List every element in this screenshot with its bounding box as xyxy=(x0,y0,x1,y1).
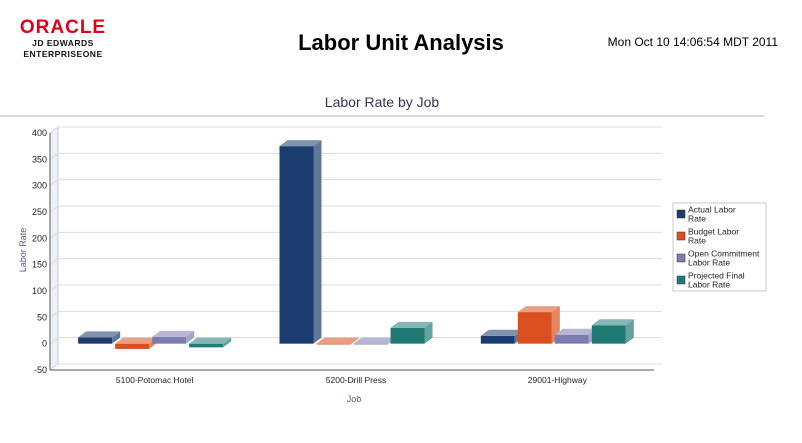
bar xyxy=(279,140,322,344)
y-tick-label: 300 xyxy=(32,181,47,191)
y-tick-label: 250 xyxy=(32,207,47,217)
y-tick-label: 350 xyxy=(32,154,47,164)
bar-side xyxy=(350,337,359,345)
bar-front xyxy=(480,335,515,344)
y-tick-label: 0 xyxy=(42,339,47,349)
gridline-side xyxy=(49,126,59,134)
legend-swatch xyxy=(676,253,686,263)
bar-top xyxy=(554,328,597,335)
bar-front xyxy=(517,312,552,344)
legend-label: Open Commitment Labor Rate xyxy=(688,249,760,268)
bar xyxy=(115,337,158,349)
y-tick-label: 150 xyxy=(32,260,47,270)
gridline-side xyxy=(49,205,59,213)
legend-label: Projected Final Labor Rate xyxy=(688,271,745,290)
plot-side-wall xyxy=(49,126,59,371)
gridline-side xyxy=(49,152,59,160)
logo-wordmark: ORACLE xyxy=(19,17,107,38)
bar-front xyxy=(189,343,224,348)
bar-top xyxy=(78,331,121,338)
bar-front xyxy=(152,336,187,344)
bar-top xyxy=(591,319,634,326)
bar xyxy=(554,328,597,344)
legend-box xyxy=(672,202,767,292)
legend-swatch xyxy=(676,231,686,241)
bar-top xyxy=(115,337,158,344)
bar-front xyxy=(554,334,589,344)
legend-label: Actual Labor Rate xyxy=(688,205,736,224)
bar-front xyxy=(78,337,113,344)
bar xyxy=(189,337,232,348)
bar xyxy=(517,306,560,344)
bar xyxy=(152,330,195,344)
bar-side xyxy=(313,140,322,344)
report-timestamp: Mon Oct 10 14:06:54 MDT 2011 xyxy=(607,35,778,49)
bar-top xyxy=(480,329,523,336)
gridline-side xyxy=(49,179,59,187)
y-tick-label: 100 xyxy=(32,286,47,296)
bar-top xyxy=(152,330,195,337)
logo-line-2: ENTERPRISEONE xyxy=(23,49,103,59)
plot-back-wall xyxy=(58,127,662,364)
gridline-side xyxy=(49,258,59,266)
legend-label: Budget Labor Rate xyxy=(688,227,739,246)
bar-side xyxy=(112,331,121,344)
bar-front xyxy=(390,327,425,344)
bar-side xyxy=(424,321,433,344)
chart-title: Labor Rate by Job xyxy=(325,94,440,110)
bar xyxy=(591,319,634,344)
bar-top xyxy=(517,306,560,313)
x-tick-label: 5100-Potomac Hotel xyxy=(116,375,194,385)
bar-top xyxy=(316,337,359,344)
bar-top xyxy=(279,140,322,147)
gridline-side xyxy=(49,337,59,345)
bar-side xyxy=(625,319,634,344)
bar-front xyxy=(353,343,388,345)
bar xyxy=(316,337,359,345)
page-title: Labor Unit Analysis xyxy=(298,30,504,55)
gridline-side xyxy=(49,231,59,239)
bar-front xyxy=(591,325,626,344)
gridline-side xyxy=(49,363,59,371)
legend-swatch xyxy=(676,275,686,285)
bar-side xyxy=(223,337,232,348)
y-axis-label: Labor Rate xyxy=(18,228,28,273)
gridline-side xyxy=(49,284,59,292)
legend-swatch xyxy=(676,209,686,219)
y-tick-label: 200 xyxy=(32,233,47,243)
logo-line-1: JD EDWARDS xyxy=(32,38,94,48)
y-tick-label: -50 xyxy=(34,365,47,375)
bar xyxy=(390,321,433,344)
bar-top xyxy=(390,321,433,328)
bar xyxy=(78,331,121,344)
x-axis-label: Job xyxy=(347,394,362,404)
bar-front xyxy=(115,343,150,349)
bar-top xyxy=(189,337,232,344)
bar-front xyxy=(279,146,314,344)
bar-side xyxy=(186,330,195,344)
y-tick-label: 50 xyxy=(37,312,47,322)
gridline-side xyxy=(49,310,59,318)
bar xyxy=(480,329,523,344)
oracle-logo: ORACLE JD EDWARDS ENTERPRISEONE xyxy=(18,18,108,60)
bar-top xyxy=(353,337,396,344)
bar-front xyxy=(316,343,351,345)
x-tick-label: 5200-Drill Press xyxy=(326,375,386,385)
y-tick-label: 400 xyxy=(32,128,47,138)
x-tick-label: 29001-Highway xyxy=(528,375,588,385)
